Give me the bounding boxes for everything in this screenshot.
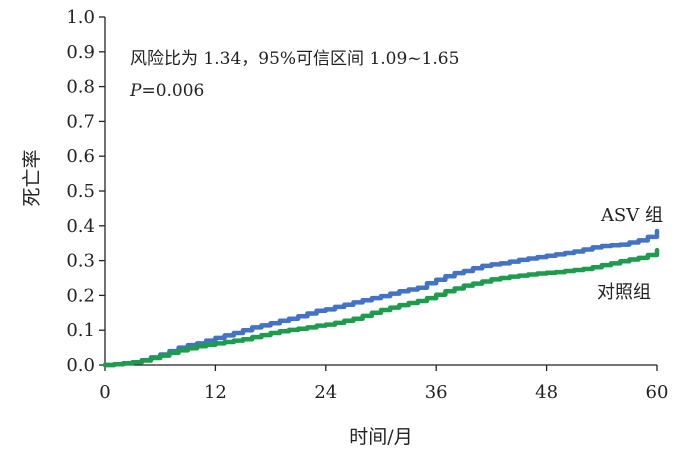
x-tick-label: 48 xyxy=(535,382,558,403)
annotation-p-value: P=0.006 xyxy=(129,81,204,101)
x-tick-label: 12 xyxy=(204,382,227,403)
y-tick-label: 0.5 xyxy=(66,181,95,202)
annotation-p-label: P xyxy=(129,81,142,101)
y-ticks: 0.0 0.1 0.2 0.3 0.4 0.5 0.6 0.7 0.8 0.9 1.0 xyxy=(66,7,105,376)
y-axis-title: 死亡率 xyxy=(21,149,43,206)
y-tick-label: 0.6 xyxy=(66,146,95,167)
series-label-2: 对照组 xyxy=(597,282,651,303)
series-line-1 xyxy=(102,228,660,368)
y-tick-label: 0.8 xyxy=(66,77,95,98)
series-layer xyxy=(102,228,660,368)
y-tick-label: 0.0 xyxy=(66,355,95,376)
y-tick-label: 0.7 xyxy=(66,111,95,132)
series-label-1: ASV 组 xyxy=(600,205,663,226)
x-tick-label: 36 xyxy=(425,382,448,403)
y-tick-label: 0.1 xyxy=(66,320,95,341)
y-tick-label: 0.9 xyxy=(66,42,95,63)
x-axis-title: 时间/月 xyxy=(349,426,412,448)
x-ticks: 0 12 24 36 48 60 xyxy=(99,365,668,403)
axes: 0.0 0.1 0.2 0.3 0.4 0.5 0.6 0.7 0.8 0.9 1.0 0 12 24 3… xyxy=(66,7,668,403)
y-tick-label: 0.3 xyxy=(66,251,95,272)
y-tick-label: 1.0 xyxy=(66,7,95,28)
x-tick-label: 0 xyxy=(99,382,110,403)
series-line-2 xyxy=(102,247,660,368)
x-tick-label: 60 xyxy=(646,382,669,403)
annotation-p-number: =0.006 xyxy=(141,81,204,101)
y-tick-label: 0.4 xyxy=(66,216,95,237)
x-tick-label: 24 xyxy=(314,382,337,403)
annotation-hazard-ratio: 风险比为 1.34，95%可信区间 1.09~1.65 xyxy=(130,49,459,69)
y-tick-label: 0.2 xyxy=(66,285,95,306)
